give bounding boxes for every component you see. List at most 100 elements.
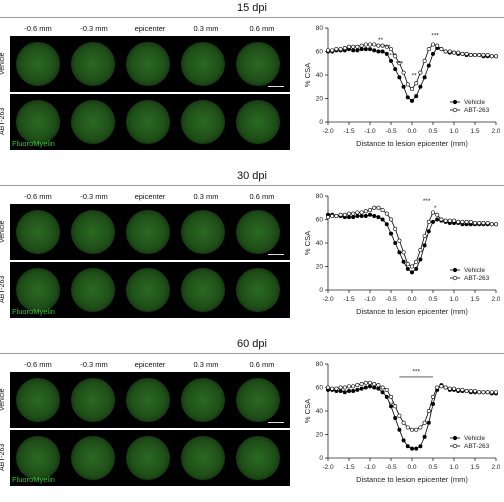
data-point [439, 384, 444, 389]
panel-title: 30 dpi [237, 170, 267, 182]
spinal-cord-section [236, 436, 280, 480]
spinal-cord-section [126, 210, 170, 254]
data-point [489, 390, 494, 395]
data-point [380, 217, 385, 222]
spinal-cord-section [181, 100, 225, 144]
x-tick-label: -1.5 [343, 464, 355, 471]
divider [0, 185, 504, 186]
y-tick-label: 60 [316, 217, 324, 224]
spinal-cord-section [236, 210, 280, 254]
data-point [426, 420, 431, 425]
x-tick-label: -1.0 [364, 128, 376, 135]
spinal-cord-section [71, 210, 115, 254]
data-point [431, 219, 436, 224]
data-point [368, 42, 373, 47]
x-tick-label: -1.0 [364, 464, 376, 471]
x-tick-label: 1.5 [470, 296, 479, 303]
data-point [405, 444, 410, 449]
column-label: 0.3 mm [193, 360, 219, 369]
data-point [431, 210, 436, 215]
chart-30dpi: 0 20 40 60 80 -2.0 -1.5 -1.0 -0.5 0.0 0.5 1.0 1.5 2.0… [303, 193, 500, 316]
legend-marker [452, 107, 458, 113]
data-point [401, 84, 406, 89]
data-point [473, 389, 478, 394]
y-tick-label: 0 [319, 287, 323, 294]
data-point [376, 205, 381, 210]
data-point [426, 219, 431, 224]
row-separator [10, 92, 290, 94]
data-point [405, 425, 410, 430]
data-point [410, 98, 415, 103]
data-point [460, 219, 465, 224]
x-axis-title: Distance to lesion epicenter (mm) [356, 139, 468, 148]
column-label: -0.3 mm [80, 360, 108, 369]
data-point [393, 404, 398, 409]
data-point [397, 413, 402, 418]
data-point [452, 218, 457, 223]
data-point [410, 446, 415, 451]
spinal-cord-section [71, 268, 115, 312]
data-point [418, 84, 423, 89]
data-point [464, 51, 469, 56]
data-point [443, 218, 448, 223]
data-point [384, 44, 389, 49]
data-point [452, 386, 457, 391]
data-point [342, 385, 347, 390]
data-point [389, 58, 394, 63]
data-point [376, 215, 381, 220]
data-point [410, 427, 415, 432]
spinal-cord-section [126, 436, 170, 480]
data-point [426, 63, 431, 68]
data-point [397, 238, 402, 243]
row-separator [10, 260, 290, 262]
data-point [351, 44, 356, 49]
column-label: 0.6 mm [249, 24, 275, 33]
data-point [426, 229, 431, 234]
data-point [447, 218, 452, 223]
column-label: -0.6 mm [24, 192, 52, 201]
data-point [355, 48, 360, 53]
x-tick-label: 1.5 [470, 128, 479, 135]
data-point [401, 420, 406, 425]
data-point [363, 42, 368, 47]
data-point [422, 434, 427, 439]
spinal-cord-section [71, 436, 115, 480]
spinal-cord-section [181, 210, 225, 254]
y-axis-title: % CSA [303, 231, 312, 255]
column-label: 0.6 mm [249, 360, 275, 369]
data-point [359, 47, 364, 52]
data-point [368, 47, 373, 52]
x-tick-label: -1.0 [364, 296, 376, 303]
data-point [481, 53, 486, 58]
column-label: -0.3 mm [80, 192, 108, 201]
y-tick-label: 60 [316, 385, 324, 392]
data-point [338, 389, 343, 394]
spinal-cord-section [181, 42, 225, 86]
data-point [376, 43, 381, 48]
data-point [351, 389, 356, 394]
data-point [494, 222, 499, 227]
data-point [443, 49, 448, 54]
data-point [435, 217, 440, 222]
data-point [464, 219, 469, 224]
data-point [422, 233, 427, 238]
x-tick-label: -0.5 [385, 296, 397, 303]
data-point [439, 47, 444, 52]
data-point [380, 390, 385, 395]
data-point [393, 240, 398, 245]
data-point [351, 48, 356, 53]
data-point [359, 381, 364, 386]
x-tick-label: 2.0 [491, 464, 500, 471]
data-point [363, 47, 368, 52]
data-point [435, 385, 440, 390]
panel-15dpi: 15 dpi -0.6 mm -0.3 mm epicenter 0.3 mm … [0, 0, 504, 162]
spinal-cord-section [236, 100, 280, 144]
data-point [456, 219, 461, 224]
data-point [330, 386, 335, 391]
data-point [418, 248, 423, 253]
x-tick-label: 0.5 [428, 128, 437, 135]
column-label: epicenter [134, 24, 166, 33]
micrograph-grid [10, 36, 290, 150]
data-point [325, 215, 330, 220]
data-point [355, 210, 360, 215]
